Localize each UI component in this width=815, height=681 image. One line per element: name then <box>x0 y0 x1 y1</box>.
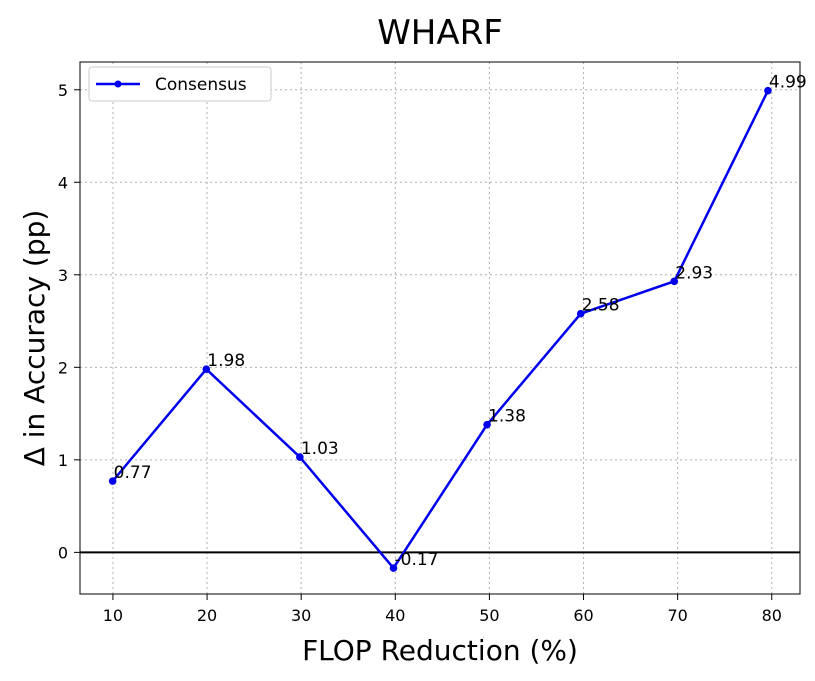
chart-title: WHARF <box>377 13 503 53</box>
y-tick-label: 4 <box>58 173 68 192</box>
x-tick-label: 70 <box>667 606 687 625</box>
data-label: -0.17 <box>395 550 439 570</box>
data-label: 4.99 <box>769 73 807 93</box>
series-line <box>111 90 770 570</box>
data-label: 2.58 <box>582 296 620 316</box>
legend-box <box>88 66 272 102</box>
x-tick-label: 50 <box>479 606 499 625</box>
data-label: 1.98 <box>207 351 245 371</box>
data-label: 2.93 <box>675 263 713 283</box>
y-tick-label: 2 <box>58 358 68 377</box>
x-axis-label: FLOP Reduction (%) <box>302 634 578 667</box>
x-tick-label: 40 <box>385 606 405 625</box>
data-label: 1.03 <box>301 439 339 459</box>
legend: Consensus <box>88 66 272 102</box>
x-tick-label: 20 <box>197 606 217 625</box>
x-axis-ticks: 10 20 30 40 50 60 70 80 <box>103 594 782 625</box>
data-point <box>576 309 585 318</box>
data-point <box>483 420 491 429</box>
grid <box>80 62 800 594</box>
plot-frame <box>79 61 801 595</box>
x-tick-label: 60 <box>573 606 593 625</box>
y-tick-label: 3 <box>58 266 68 285</box>
data-point <box>389 564 398 572</box>
data-point <box>764 86 772 95</box>
y-axis-ticks: 0 1 2 3 4 5 <box>58 81 80 562</box>
data-label: 1.38 <box>488 407 526 427</box>
data-point <box>202 365 211 373</box>
data-label: 0.77 <box>114 463 152 483</box>
y-tick-label: 1 <box>58 451 68 470</box>
legend-label: Consensus <box>155 75 247 95</box>
x-tick-label: 80 <box>762 606 782 625</box>
y-tick-label: 0 <box>58 543 68 562</box>
data-point <box>670 277 679 286</box>
data-labels: 0.77 1.98 1.03 -0.17 1.38 2.58 2.93 4.99 <box>114 73 807 570</box>
x-tick-label: 10 <box>103 606 123 625</box>
y-tick-label: 5 <box>58 81 68 100</box>
x-tick-label: 30 <box>291 606 311 625</box>
legend-marker <box>114 80 122 88</box>
y-axis-label: Δ in Accuracy (pp) <box>18 210 51 467</box>
series-layer <box>108 86 772 572</box>
data-point <box>296 453 304 461</box>
data-point <box>108 477 117 485</box>
